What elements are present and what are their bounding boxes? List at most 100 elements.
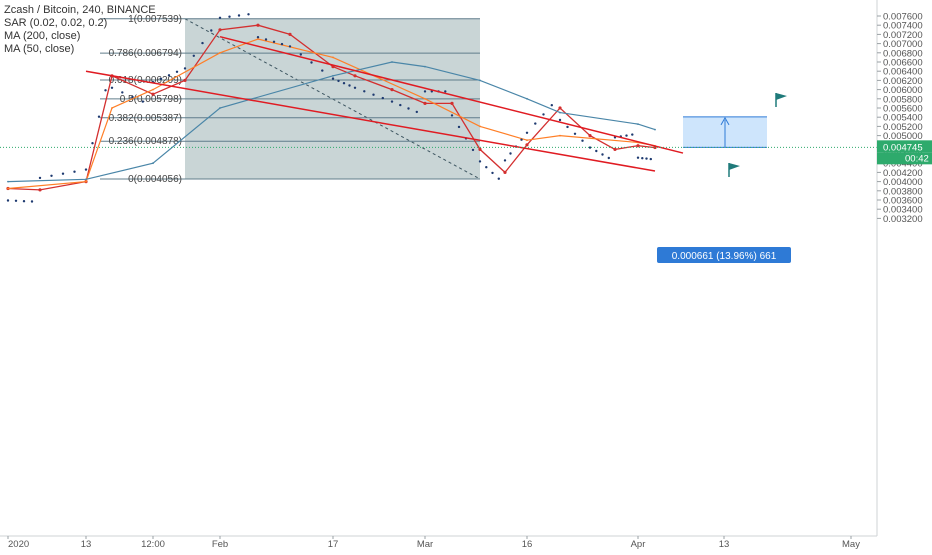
price-tick-label: 0.006000 [883,85,923,96]
flag-icon[interactable] [776,93,787,100]
price-tick-label: 0.007400 [883,21,923,32]
sar-dot [471,148,475,152]
sar-dot [558,118,562,122]
sar-dot [121,91,124,94]
time-tick-label: Apr [631,539,646,550]
series-ma200-point [637,123,639,125]
series-ma50-point [559,134,561,137]
sar-dot [625,134,628,137]
sar-dot [491,171,494,175]
price-tick-label: 0.006800 [883,48,923,59]
fib-level-label: 0.786(0.006794) [109,48,182,59]
series-ma200-point [152,162,154,165]
price-tick-label: 0.006600 [883,58,923,69]
fib-level-label: 0.618(0.006209) [109,75,182,86]
sar-dot [497,177,500,180]
series-price-point [503,170,507,174]
series-price-point [38,188,42,192]
fib-level-label: 0.236(0.004878) [109,136,182,147]
series-ma200-point [479,79,481,82]
sar-dot [110,86,114,90]
sar-dot [210,29,213,32]
sar-dot [509,152,512,155]
price-axis[interactable] [877,0,932,550]
countdown-badge [877,152,932,165]
series-ma200-point [526,97,528,100]
sar-dot [228,15,231,18]
series-ma50-point [152,88,154,91]
series-ma50-point [332,56,334,59]
sar-dot [50,174,53,177]
measure-label-bg [657,247,791,263]
sar-dot [485,166,488,169]
indicator-ma50: MA (50, close) [4,43,75,55]
series-price-point [151,92,155,96]
price-tick-label: 0.003200 [883,214,923,225]
price-tick-label: 0.005000 [883,131,923,142]
sar-dot [353,86,357,90]
series-price-point [613,147,617,151]
sar-dot [6,199,10,202]
series-ma200-point [85,178,87,181]
price-tick-label: 0.004200 [883,168,923,179]
sar-dot [321,69,324,72]
sar-dot [22,200,26,203]
series-ma200-point [332,74,334,77]
sar-dot [159,77,163,81]
sar-dot [399,103,402,107]
time-tick-label: 13 [81,539,92,550]
sar-dot [104,89,107,92]
sar-dot [61,172,65,175]
price-tick-label: 0.003800 [883,186,923,197]
sar-dot [407,107,410,110]
sar-dot [550,104,553,107]
sar-dot [201,41,204,45]
sar-dot [645,157,648,160]
price-tick-label: 0.003400 [883,205,923,216]
current-price-label: 0.004745 [883,142,923,153]
price-tick-label: 0.005800 [883,94,923,105]
series-price-point [478,147,482,151]
series-ma50-point [526,139,528,142]
fib-level-label: 1(0.007539) [128,14,182,25]
series-price-point [288,32,292,37]
sar-dot [310,61,313,64]
series-price-point [525,143,529,147]
sar-dot [601,153,604,156]
indicator-sar: SAR (0.02, 0.02, 0.2) [4,17,108,29]
symbol-title: Zcash / Bitcoin, 240, BINANCE [4,4,156,16]
sar-dot [525,131,529,134]
sar-dot [84,168,88,171]
price-tick-label: 0.006200 [883,76,923,87]
trendline-lower[interactable] [85,70,656,172]
series-ma50-point [424,97,426,100]
series-ma50-point [219,51,221,54]
current-price-badge [877,140,932,153]
sar-dot [73,170,76,173]
sar-dot [542,113,545,116]
flag-icon[interactable] [729,163,740,170]
sar-dot [183,67,187,70]
price-tick-label: 0.005600 [883,104,923,115]
time-tick-label: Mar [417,539,433,550]
trendline-upper[interactable] [219,35,684,154]
time-tick-label: 16 [522,539,533,550]
series-ma200-line [7,61,656,183]
sar-dot [444,90,447,93]
sar-dot [91,142,94,145]
sar-dot [649,157,652,161]
series-ma50-point [479,125,481,128]
sar-dot [331,77,335,80]
sar-dot [390,100,394,103]
fib-level-label: 0(0.004056) [128,174,182,185]
price-tick-label: 0.007600 [883,12,923,23]
countdown-label: 00:42 [905,153,929,164]
sar-dot [607,156,610,160]
series-ma200-point [219,107,221,109]
sar-dot [299,53,302,56]
price-tick-label: 0.007200 [883,30,923,41]
series-price-point [450,101,454,105]
sar-dot [280,42,284,46]
